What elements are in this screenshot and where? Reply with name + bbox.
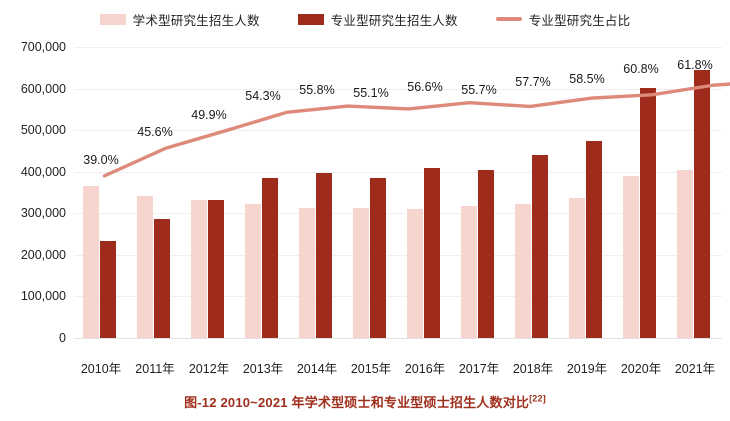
bar-academic[interactable] [515, 204, 532, 338]
percent-label: 55.7% [461, 83, 497, 98]
bar-professional[interactable] [316, 172, 333, 338]
x-axis-tick-label: 2010年 [80, 362, 122, 376]
y-axis-tick-label: 700,000 [20, 40, 66, 54]
legend-line-icon [495, 17, 522, 21]
x-axis-tick-label: 2016年 [404, 362, 446, 376]
percent-label: 55.8% [299, 83, 335, 98]
y-axis-tick-label: 0 [59, 331, 66, 345]
legend-item[interactable]: 专业型研究生占比 [495, 10, 631, 29]
bar-academic[interactable] [461, 205, 478, 338]
x-axis-tick-label: 2017年 [458, 362, 500, 376]
percent-label: 45.6% [137, 125, 173, 140]
bar-academic[interactable] [623, 176, 640, 338]
figure-caption: 图-12 2010~2021 年学术型硕士和专业型硕士招生人数对比[22] [0, 392, 730, 411]
bar-professional[interactable] [532, 154, 549, 338]
gridline [74, 213, 722, 215]
bar-group [74, 38, 128, 358]
percent-label: 57.7% [515, 75, 551, 90]
bar-professional[interactable] [154, 218, 171, 338]
y-axis-tick-label: 600,000 [20, 81, 66, 96]
legend-swatch-icon [99, 13, 126, 25]
percent-label: 39.0% [83, 152, 119, 167]
bar-group [128, 38, 182, 358]
bar-professional[interactable] [424, 168, 441, 338]
bar-group [506, 38, 560, 358]
y-axis-tick-label: 100,000 [20, 289, 66, 304]
legend-item[interactable]: 专业型研究生招生人数 [297, 10, 458, 29]
x-axis-tick-label: 2020年 [620, 362, 662, 376]
bar-group [344, 38, 398, 358]
y-axis-tick-label: 400,000 [20, 164, 66, 179]
percent-label: 60.8% [623, 62, 659, 77]
y-axis-tick-label: 200,000 [20, 247, 66, 262]
bars-layer [74, 38, 722, 358]
percent-label: 49.9% [191, 107, 227, 122]
bar-group [452, 38, 506, 358]
bar-academic[interactable] [407, 208, 424, 338]
percent-label: 54.3% [245, 89, 281, 104]
bar-group [236, 38, 290, 358]
caption-text: 图-12 2010~2021 年学术型硕士和专业型硕士招生人数对比 [184, 395, 530, 410]
bar-group [290, 38, 344, 358]
gridline [74, 47, 722, 48]
percent-data-labels: 39.0% 45.6% 49.9% 54.3% 55.8% 55.1% 56.6% 55.7%… [74, 38, 722, 358]
bar-academic[interactable] [569, 197, 586, 338]
bar-professional[interactable] [100, 240, 117, 338]
bar-academic[interactable] [677, 170, 694, 338]
bar-professional[interactable] [586, 140, 603, 338]
legend-item[interactable]: 学术型研究生招生人数 [99, 10, 260, 29]
caption-reference: [22] [529, 393, 546, 404]
bar-academic[interactable] [137, 195, 154, 338]
legend-item-label: 专业型研究生招生人数 [330, 13, 458, 28]
axis-baseline [74, 338, 722, 339]
x-axis: 2010年 2011年 2012年 2013年 2014年 2015年 2016年 2017年… [74, 358, 722, 380]
x-axis-tick-label: 2021年 [674, 362, 716, 376]
x-axis-tick-label: 2012年 [188, 362, 230, 376]
legend-swatch-icon [297, 13, 324, 25]
bar-academic[interactable] [245, 203, 262, 338]
x-axis-tick-label: 2011年 [135, 362, 175, 376]
bar-professional[interactable] [478, 170, 495, 338]
bar-academic[interactable] [299, 207, 316, 338]
bar-group [182, 38, 236, 358]
bar-group [560, 38, 614, 358]
gridline [74, 296, 722, 298]
legend-item-label: 学术型研究生招生人数 [132, 13, 260, 28]
percent-label: 61.8% [677, 58, 713, 73]
legend-item-label: 专业型研究生占比 [528, 13, 631, 28]
percent-label: 58.5% [569, 71, 605, 86]
bar-group [398, 38, 452, 358]
y-axis-tick-label: 500,000 [20, 123, 66, 138]
bar-professional[interactable] [370, 177, 387, 338]
gridline [74, 254, 722, 256]
bar-academic[interactable] [353, 208, 370, 338]
bar-academic[interactable] [83, 186, 100, 338]
x-axis-tick-label: 2013年 [242, 362, 284, 376]
bar-academic[interactable] [191, 200, 208, 338]
chart-legend: 学术型研究生招生人数 专业型研究生招生人数 专业型研究生占比 [0, 6, 730, 32]
plot-area: 0 100,000 200,000 300,000 400,000 500,000 600,… [0, 38, 730, 358]
x-axis-tick-label: 2019年 [566, 362, 608, 376]
y-axis-tick-label: 300,000 [20, 206, 66, 221]
bar-professional[interactable] [208, 200, 225, 338]
percent-label: 56.6% [407, 79, 443, 94]
percent-label: 55.1% [353, 85, 389, 100]
x-axis-tick-label: 2014年 [296, 362, 338, 376]
x-axis-tick-label: 2018年 [512, 362, 554, 376]
y-axis: 0 100,000 200,000 300,000 400,000 500,000 600,… [0, 38, 72, 358]
x-axis-tick-label: 2015年 [350, 362, 392, 376]
bar-professional[interactable] [262, 178, 279, 338]
